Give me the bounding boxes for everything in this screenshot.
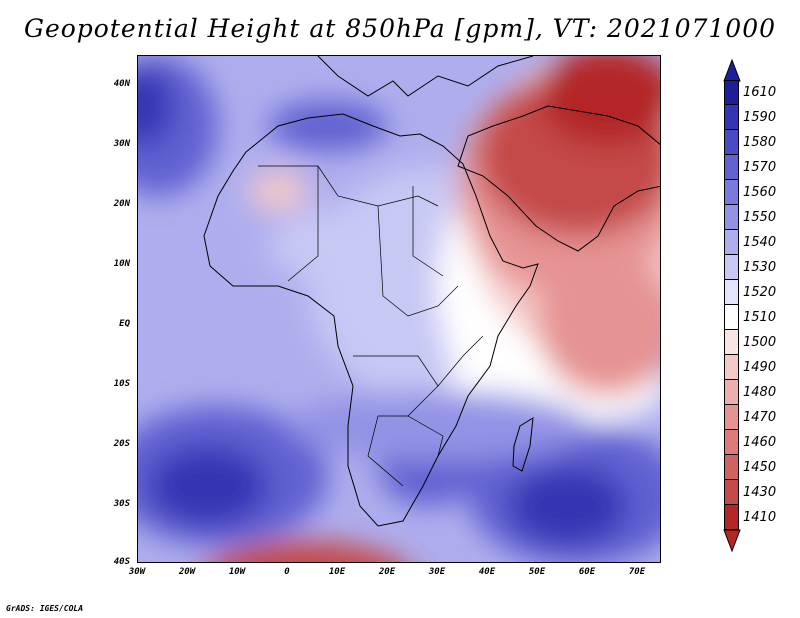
lat-label-40n: 40N bbox=[113, 79, 130, 89]
colorbar-swatch bbox=[724, 130, 739, 155]
lon-label-10e: 10E bbox=[328, 567, 346, 577]
colorbar-swatch bbox=[724, 355, 739, 380]
field-sahara-patch bbox=[248, 171, 308, 211]
colorbar-label: 1450 bbox=[743, 460, 777, 475]
colorbar-label: 1500 bbox=[743, 335, 777, 350]
country-borders bbox=[258, 165, 484, 487]
colorbar-swatch bbox=[724, 255, 739, 280]
lon-label-70e: 70E bbox=[628, 567, 646, 577]
field-maghreb-high bbox=[268, 101, 388, 151]
colorbar-label: 1580 bbox=[743, 135, 777, 150]
colorbar-label: 1570 bbox=[743, 160, 777, 175]
lat-label-20s: 20S bbox=[113, 439, 130, 449]
lat-label-30n: 30N bbox=[113, 139, 130, 149]
colorbar-label: 1490 bbox=[743, 360, 777, 375]
colorbar-swatch bbox=[724, 380, 739, 405]
colorbar-swatch bbox=[724, 480, 739, 505]
colorbar-swatch bbox=[724, 230, 739, 255]
lat-label-eq: EQ bbox=[119, 319, 130, 329]
coastline-africa bbox=[203, 113, 539, 527]
colorbar-swatch bbox=[724, 430, 739, 455]
lon-label-40e: 40E bbox=[478, 567, 496, 577]
lat-label-30s: 30S bbox=[113, 499, 130, 509]
coastline-arabia bbox=[457, 105, 660, 252]
colorbar-label: 1540 bbox=[743, 235, 777, 250]
colorbar-swatch bbox=[724, 205, 739, 230]
lon-label-50e: 50E bbox=[528, 567, 546, 577]
grads-credit: GrADS: IGES/COLA bbox=[6, 604, 84, 613]
lon-label-20e: 20E bbox=[378, 567, 396, 577]
chart-title: Geopotential Height at 850hPa [gpm], VT:… bbox=[23, 14, 777, 43]
colorbar-label: 1560 bbox=[743, 185, 777, 200]
lon-label-30e: 30E bbox=[428, 567, 446, 577]
lon-label-10w: 10W bbox=[228, 567, 246, 577]
field-azores-core bbox=[138, 66, 173, 146]
colorbar-swatch bbox=[724, 305, 739, 330]
lon-label-60e: 60E bbox=[578, 567, 596, 577]
colorbar-swatch bbox=[724, 105, 739, 130]
colorbar-label: 1590 bbox=[743, 110, 777, 125]
lat-label-20n: 20N bbox=[113, 199, 130, 209]
lon-label-0: 0 bbox=[284, 567, 290, 577]
colorbar-swatch bbox=[724, 80, 739, 105]
coastline-madagascar bbox=[512, 417, 534, 472]
colorbar-swatch bbox=[724, 180, 739, 205]
colorbar-label: 1530 bbox=[743, 260, 777, 275]
colorbar-swatch bbox=[724, 505, 739, 530]
colorbar-top-arrow bbox=[723, 58, 741, 82]
colorbar-label: 1550 bbox=[743, 210, 777, 225]
lat-label-10n: 10N bbox=[113, 259, 130, 269]
lat-label-10s: 10S bbox=[113, 379, 130, 389]
field-sahel-light bbox=[268, 206, 448, 286]
lat-label-40s: 40S bbox=[113, 557, 130, 567]
colorbar-swatch bbox=[724, 405, 739, 430]
coastline-europe bbox=[317, 56, 534, 97]
field-sind-core bbox=[508, 466, 628, 546]
colorbar-label: 1430 bbox=[743, 485, 777, 500]
lon-label-20w: 20W bbox=[178, 567, 196, 577]
colorbar-swatch bbox=[724, 330, 739, 355]
colorbar-label: 1520 bbox=[743, 285, 777, 300]
colorbar-bottom-arrow bbox=[723, 529, 741, 553]
map-panel bbox=[137, 55, 661, 563]
field-southern-low bbox=[214, 541, 402, 562]
lon-label-30w: 30W bbox=[128, 567, 146, 577]
colorbar-swatch bbox=[724, 155, 739, 180]
colorbar-swatch bbox=[724, 280, 739, 305]
colorbar-label: 1460 bbox=[743, 435, 777, 450]
colorbar-label: 1410 bbox=[743, 510, 777, 525]
colorbar-label: 1480 bbox=[743, 385, 777, 400]
colorbar-label: 1510 bbox=[743, 310, 777, 325]
colorbar-label: 1470 bbox=[743, 410, 777, 425]
colorbar-label: 1610 bbox=[743, 85, 777, 100]
height-field bbox=[138, 56, 660, 562]
colorbar-swatch bbox=[724, 455, 739, 480]
field-southern-band bbox=[288, 391, 588, 461]
field-satl-core bbox=[148, 446, 268, 526]
